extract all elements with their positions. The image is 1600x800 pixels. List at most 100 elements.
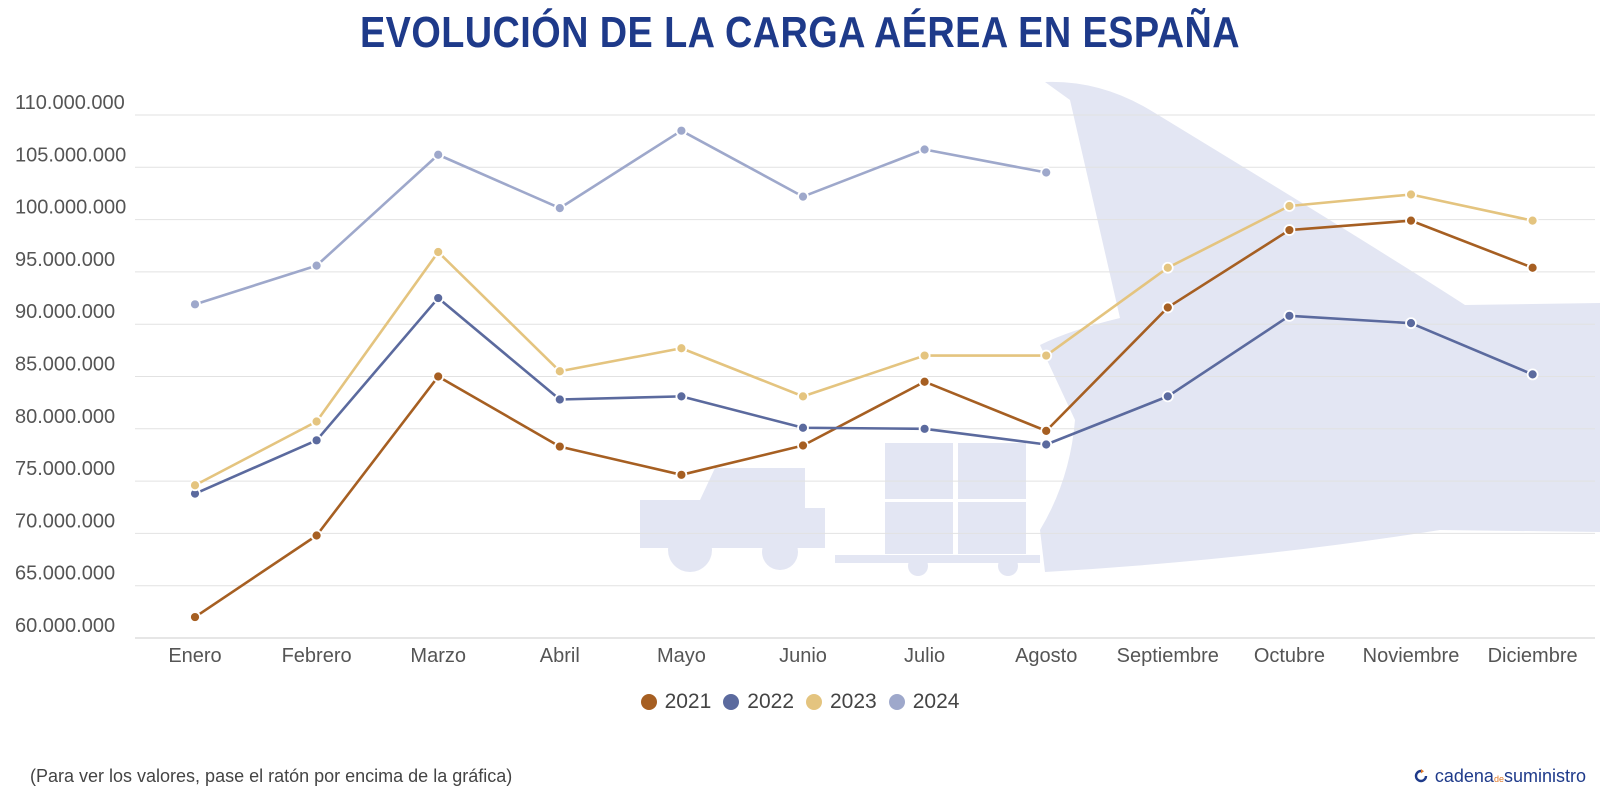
data-point[interactable] xyxy=(1405,214,1417,227)
data-point[interactable] xyxy=(918,422,931,435)
series-2023[interactable] xyxy=(189,188,1539,492)
data-point[interactable] xyxy=(189,298,201,311)
series-2022[interactable] xyxy=(189,292,1539,500)
chart-title: EVOLUCIÓN DE LA CARGA AÉREA EN ESPAÑA xyxy=(360,8,1240,57)
truck-wheel-icon xyxy=(668,528,712,572)
data-point[interactable] xyxy=(1040,349,1053,362)
refresh-logo-icon xyxy=(1414,769,1428,783)
data-point[interactable] xyxy=(1526,261,1539,274)
data-point[interactable] xyxy=(1161,261,1174,274)
series-2021[interactable] xyxy=(189,214,1539,623)
data-point[interactable] xyxy=(310,259,323,272)
data-point[interactable] xyxy=(675,468,688,481)
data-point[interactable] xyxy=(553,440,566,453)
data-point[interactable] xyxy=(918,143,931,156)
x-tick-label: Abril xyxy=(540,645,580,667)
data-point[interactable] xyxy=(797,190,809,203)
series-line-2022[interactable] xyxy=(194,296,1534,495)
legend-label: 2023 xyxy=(830,690,877,713)
data-point[interactable] xyxy=(553,393,566,406)
legend-label: 2024 xyxy=(912,690,960,713)
footnote: (Para ver los valores, pase el ratón por… xyxy=(30,766,513,786)
data-point[interactable] xyxy=(189,479,201,492)
data-point[interactable] xyxy=(1526,368,1539,381)
y-tick-label: 95.000.000 xyxy=(15,249,115,271)
legend-item-2022[interactable]: 2022 xyxy=(723,690,794,714)
data-point[interactable] xyxy=(310,415,323,428)
legend-label: 2022 xyxy=(747,690,794,713)
y-tick-label: 65.000.000 xyxy=(15,563,115,585)
data-point[interactable] xyxy=(432,246,445,258)
cart-wheel-icon xyxy=(998,556,1018,576)
data-point[interactable] xyxy=(1040,424,1053,437)
y-axis: 110.000.000 105.000.000 100.000.000 95.000.… xyxy=(15,92,126,637)
data-point[interactable] xyxy=(432,148,445,161)
series-2024[interactable] xyxy=(189,124,1053,311)
brand-word: cadena xyxy=(1434,766,1494,786)
x-tick-label: Septiembre xyxy=(1117,645,1219,667)
grid-lines xyxy=(135,114,1595,639)
data-point[interactable] xyxy=(1283,200,1296,212)
x-tick-label: Julio xyxy=(904,645,945,667)
data-point[interactable] xyxy=(1161,390,1174,403)
data-point[interactable] xyxy=(918,349,931,362)
x-tick-label: Marzo xyxy=(410,645,466,667)
legend-label: 2021 xyxy=(664,690,712,713)
y-tick-label: 105.000.000 xyxy=(15,144,126,166)
legend-item-2021[interactable]: 2021 xyxy=(640,690,712,714)
data-point[interactable] xyxy=(675,124,688,137)
data-point[interactable] xyxy=(675,342,688,355)
series-group[interactable] xyxy=(189,124,1539,623)
airplane-tail-icon xyxy=(1040,81,1600,572)
cargo-box-icon xyxy=(958,443,1026,499)
y-tick-label: 110.000.000 xyxy=(15,92,125,114)
x-axis: Enero Febrero Marzo Abril Mayo Junio Julio Agos… xyxy=(168,645,1577,667)
data-point[interactable] xyxy=(1040,438,1053,451)
x-tick-label: Noviembre xyxy=(1363,645,1460,667)
series-line-2023[interactable] xyxy=(194,193,1533,487)
data-point[interactable] xyxy=(797,439,809,452)
x-tick-label: Diciembre xyxy=(1488,645,1578,667)
data-point[interactable] xyxy=(797,421,809,434)
data-point[interactable] xyxy=(189,611,201,623)
brand-word-small: de xyxy=(1493,774,1504,784)
legend[interactable]: 2021 2022 2023 2024 xyxy=(0,690,1600,714)
y-tick-label: 100.000.000 xyxy=(15,197,126,219)
data-point[interactable] xyxy=(797,390,809,403)
cargo-box-icon xyxy=(885,443,953,499)
brand-word: suministro xyxy=(1503,766,1586,786)
legend-item-2024[interactable]: 2024 xyxy=(888,690,960,714)
data-point[interactable] xyxy=(432,292,445,304)
y-tick-label: 75.000.000 xyxy=(15,458,115,480)
data-point[interactable] xyxy=(310,434,323,447)
data-point[interactable] xyxy=(1283,309,1296,322)
cargo-box-icon xyxy=(958,502,1026,554)
legend-item-2023[interactable]: 2023 xyxy=(806,690,877,714)
truck-icon xyxy=(640,468,825,548)
data-point[interactable] xyxy=(1405,188,1417,201)
data-point[interactable] xyxy=(1405,317,1417,330)
data-point[interactable] xyxy=(675,390,688,403)
data-point[interactable] xyxy=(553,365,566,378)
y-tick-label: 60.000.000 xyxy=(15,615,115,637)
cargo-box-icon xyxy=(885,502,953,554)
data-point[interactable] xyxy=(1526,214,1539,227)
data-point[interactable] xyxy=(553,202,566,214)
data-point[interactable] xyxy=(1283,224,1296,236)
series-line-2021[interactable] xyxy=(194,219,1534,619)
background-illustration xyxy=(640,81,1600,576)
data-point[interactable] xyxy=(918,375,931,388)
series-line-2024[interactable] xyxy=(194,129,1047,306)
y-tick-label: 90.000.000 xyxy=(15,301,115,323)
data-point[interactable] xyxy=(1040,166,1053,179)
legend-marker-2024 xyxy=(888,694,905,710)
legend-marker-2022 xyxy=(723,694,740,710)
y-tick-label: 70.000.000 xyxy=(15,510,115,532)
data-point[interactable] xyxy=(310,529,323,542)
data-point[interactable] xyxy=(1161,301,1174,314)
data-point[interactable] xyxy=(432,370,445,383)
truck-wheel-icon xyxy=(762,534,798,570)
x-tick-label: Enero xyxy=(168,645,221,667)
y-tick-label: 85.000.000 xyxy=(15,354,115,376)
